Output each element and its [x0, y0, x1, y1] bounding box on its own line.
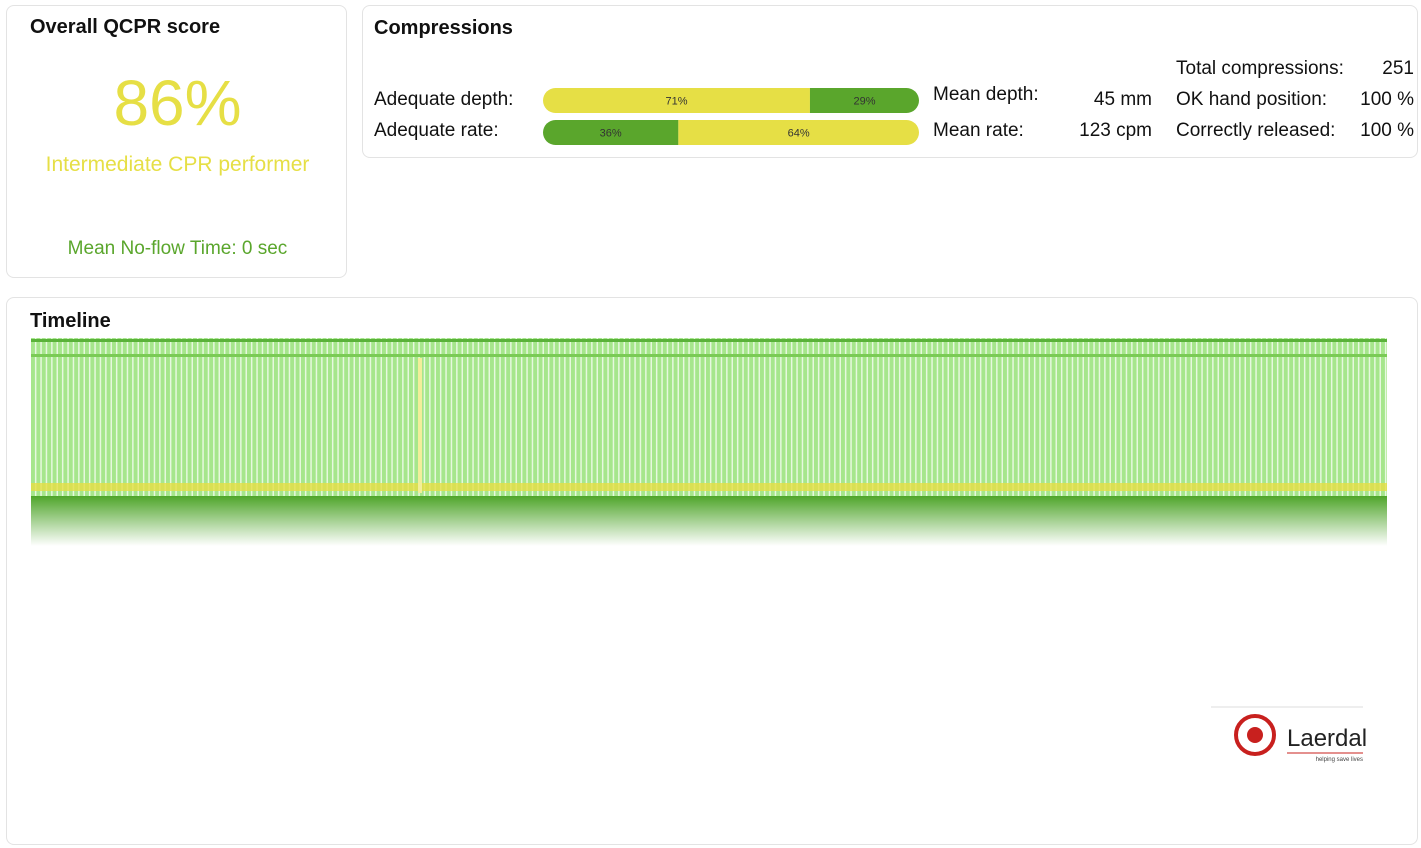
bar-segment — [678, 120, 919, 145]
bar-segment — [543, 88, 810, 113]
bar-segment — [543, 120, 679, 145]
panel-title: Overall QCPR score — [30, 16, 221, 38]
timeline-panel: Timeline Laerdal helping save lives — [6, 297, 1418, 845]
segment-label: 71% — [665, 96, 687, 108]
segment-label: 29% — [853, 96, 875, 108]
mean-value: 123 cpm — [1079, 120, 1152, 141]
timeline-area — [31, 338, 1387, 496]
timeline-band — [31, 483, 1387, 491]
segment-label: 64% — [788, 128, 810, 140]
total-value: 100 % — [1360, 120, 1414, 141]
segment-label: 36% — [600, 128, 622, 140]
mean-label: Mean rate: — [933, 120, 1024, 141]
performer-level: Intermediate CPR performer — [45, 153, 310, 176]
total-label: OK hand position: — [1176, 89, 1328, 110]
mean-value: 45 mm — [1093, 89, 1152, 110]
score-panel: Overall QCPR score 86% Intermediate CPR … — [6, 5, 347, 278]
timeline-marker — [418, 358, 422, 493]
timeline-border — [31, 354, 1387, 357]
bar-label: Adequate rate: — [374, 120, 499, 141]
panel-title: Timeline — [30, 310, 111, 332]
bar-segment — [809, 88, 919, 113]
compressions-panel: Compressions Adequate depth: Adequate ra… — [362, 5, 1418, 158]
no-flow-time: Mean No-flow Time: 0 sec — [67, 238, 288, 259]
bars: 71% 29% 36% 64% — [543, 88, 919, 145]
total-value: 100 % — [1360, 89, 1414, 110]
total-label: Correctly released: — [1176, 120, 1336, 141]
timeline-border — [31, 339, 1387, 342]
mean-label: Mean depth: — [933, 84, 1039, 105]
logo-name: Laerdal — [1287, 725, 1367, 752]
logo-tagline: helping save lives — [1316, 757, 1363, 763]
total-value: 251 — [1382, 58, 1414, 79]
logo: Laerdal helping save lives — [1211, 706, 1367, 763]
bar-label: Adequate depth: — [374, 89, 514, 110]
panel-title: Compressions — [374, 17, 513, 39]
timeline-graph — [31, 338, 1387, 546]
timeline-fade — [31, 496, 1387, 546]
logo-icon — [1247, 727, 1263, 743]
score: 86% — [113, 67, 242, 139]
total-label: Total compressions: — [1176, 58, 1344, 79]
